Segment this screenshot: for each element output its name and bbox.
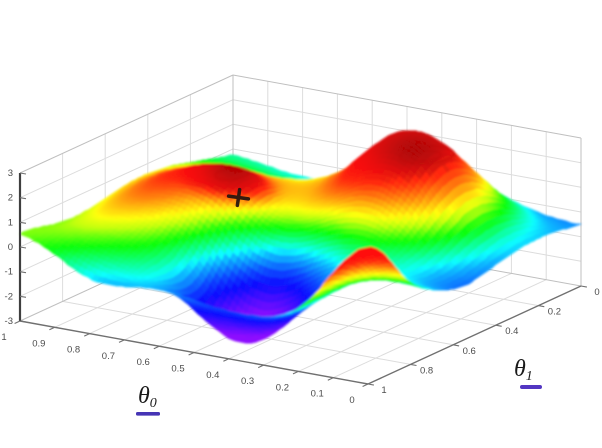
svg-text:0.6: 0.6 bbox=[137, 357, 150, 368]
svg-text:0.4: 0.4 bbox=[505, 326, 518, 337]
svg-text:0: 0 bbox=[594, 287, 599, 298]
svg-text:3: 3 bbox=[8, 168, 13, 179]
svg-text:1: 1 bbox=[8, 217, 13, 228]
svg-text:0: 0 bbox=[8, 242, 13, 253]
svg-text:0.6: 0.6 bbox=[463, 346, 476, 357]
svg-text:0.1: 0.1 bbox=[311, 389, 324, 400]
svg-text:-3: -3 bbox=[5, 316, 13, 327]
svg-text:0.2: 0.2 bbox=[276, 382, 289, 393]
svg-text:0.8: 0.8 bbox=[67, 345, 80, 356]
svg-text:-1: -1 bbox=[5, 267, 13, 278]
svg-text:0.5: 0.5 bbox=[171, 364, 184, 375]
svg-text:1: 1 bbox=[1, 332, 6, 343]
svg-text:0.2: 0.2 bbox=[548, 307, 561, 318]
svg-text:0.7: 0.7 bbox=[102, 351, 115, 362]
svg-text:0.4: 0.4 bbox=[206, 370, 219, 381]
svg-text:-2: -2 bbox=[5, 291, 13, 302]
svg-text:0: 0 bbox=[349, 395, 354, 406]
svg-text:1: 1 bbox=[381, 385, 386, 396]
svg-text:0.9: 0.9 bbox=[32, 338, 45, 349]
svg-text:0.8: 0.8 bbox=[420, 365, 433, 376]
svg-text:2: 2 bbox=[8, 193, 13, 204]
svg-text:0.3: 0.3 bbox=[241, 376, 254, 387]
